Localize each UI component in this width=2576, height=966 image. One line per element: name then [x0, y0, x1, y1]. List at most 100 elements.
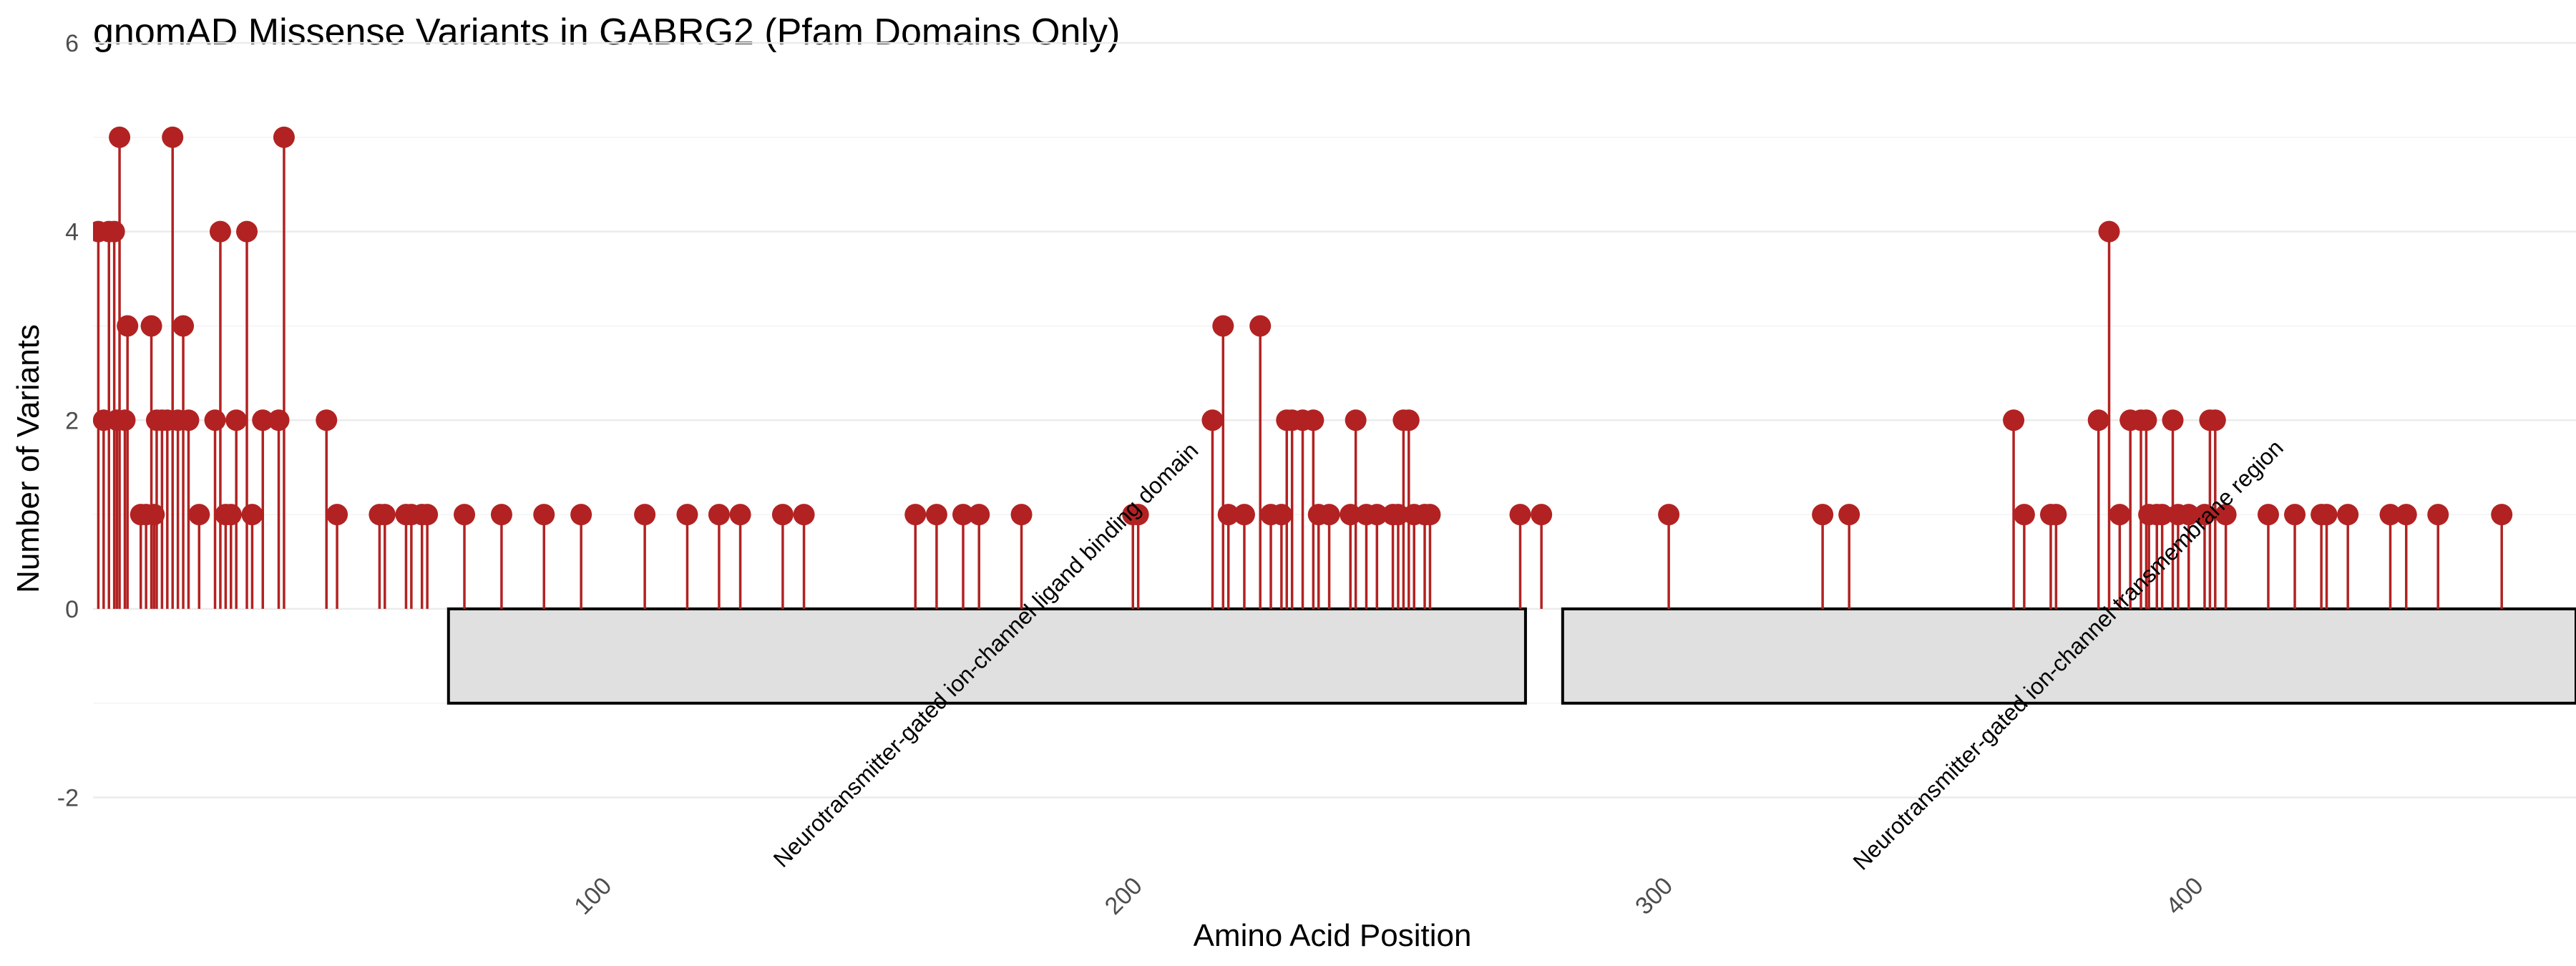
variant-point: [1318, 504, 1340, 526]
y-tick-label: 0: [65, 596, 79, 623]
variant-point: [209, 220, 231, 243]
variant-point: [1010, 504, 1033, 526]
variant-point: [2215, 504, 2237, 526]
variant-point: [533, 504, 555, 526]
variant-points: [93, 126, 2513, 526]
variant-point: [1838, 504, 1860, 526]
chart-title: gnomAD Missense Variants in GABRG2 (Pfam…: [93, 11, 1120, 53]
variant-point: [1302, 409, 1324, 431]
x-axis-title: Amino Acid Position: [1194, 918, 1472, 953]
variant-point: [416, 504, 439, 526]
variant-point: [2087, 409, 2109, 431]
variant-point: [1233, 504, 1255, 526]
variant-point: [2337, 504, 2359, 526]
variant-point: [204, 409, 226, 431]
variant-point: [968, 504, 990, 526]
variant-point: [1419, 504, 1441, 526]
variant-point: [2177, 504, 2200, 526]
variant-point: [1212, 315, 1234, 337]
domain-boxes: [447, 607, 2576, 705]
variant-point: [2193, 504, 2215, 526]
variant-stems: [97, 137, 2503, 609]
variant-point: [1217, 504, 1239, 526]
variant-point: [1127, 504, 1149, 526]
x-tick-label: 100: [569, 872, 617, 920]
variant-point: [771, 504, 794, 526]
variant-point: [1397, 409, 1420, 431]
variant-point: [2013, 504, 2035, 526]
variant-point: [2395, 504, 2417, 526]
variant-point: [1531, 504, 1553, 526]
x-axis-ticks: 100 200 300 400: [569, 872, 2208, 920]
variant-point: [1366, 504, 1388, 526]
variant-point: [2284, 504, 2306, 526]
variant-point: [188, 504, 210, 526]
variant-point: [1658, 504, 1680, 526]
variant-point: [904, 504, 927, 526]
variant-point: [570, 504, 592, 526]
variant-point: [2151, 504, 2173, 526]
variant-point: [2379, 504, 2401, 526]
variant-point: [273, 126, 295, 148]
variant-point: [1345, 409, 1367, 431]
variant-point: [454, 504, 476, 526]
variant-point: [1270, 504, 1292, 526]
variant-point: [103, 220, 125, 243]
variant-point: [220, 504, 242, 526]
variant-point: [1387, 504, 1409, 526]
domain-box: [1561, 607, 2576, 705]
variant-point: [177, 409, 200, 431]
x-tick-label: 200: [1100, 872, 1148, 920]
variant-point: [952, 504, 974, 526]
variant-point: [374, 504, 396, 526]
variant-point: [490, 504, 512, 526]
variant-point: [140, 315, 162, 337]
variant-point: [2098, 220, 2120, 243]
variant-point: [109, 126, 131, 148]
variant-point: [236, 220, 258, 243]
variant-point: [326, 504, 348, 526]
variant-point: [2135, 409, 2157, 431]
y-tick-label: 2: [65, 407, 79, 434]
variant-point: [634, 504, 656, 526]
variant-point: [793, 504, 815, 526]
variant-point: [2109, 504, 2131, 526]
x-tick-label: 400: [2161, 872, 2209, 920]
variant-point: [143, 504, 165, 526]
variant-point: [2204, 409, 2226, 431]
y-tick-label: 4: [65, 219, 79, 246]
variant-point: [1340, 504, 1362, 526]
variant-point: [252, 409, 274, 431]
variant-point: [316, 409, 338, 431]
variant-point: [117, 315, 139, 337]
variant-point: [1812, 504, 1834, 526]
variant-point: [2162, 409, 2184, 431]
variant-point: [2427, 504, 2449, 526]
x-tick-label: 300: [1630, 872, 1678, 920]
variant-point: [225, 409, 248, 431]
variant-point: [241, 504, 263, 526]
variant-point: [2316, 504, 2338, 526]
variant-point: [268, 409, 290, 431]
variant-point: [1509, 504, 1531, 526]
y-tick-label: -2: [57, 785, 79, 812]
variant-point: [2491, 504, 2513, 526]
variant-point: [162, 126, 184, 148]
y-tick-label: 6: [65, 30, 79, 57]
variant-point: [2003, 409, 2025, 431]
variant-point: [1249, 315, 1272, 337]
domain-box: [447, 607, 1527, 705]
variant-point: [708, 504, 730, 526]
y-axis-ticks: -2 0 2 4 6: [57, 30, 79, 812]
domain-labels: Neurotransmitter-gated ion-channel ligan…: [769, 434, 2288, 873]
variant-point: [1201, 409, 1224, 431]
variant-point: [172, 315, 195, 337]
y-axis-title: Number of Variants: [11, 324, 46, 593]
variant-point: [114, 409, 136, 431]
variant-point: [2045, 504, 2067, 526]
variant-point: [676, 504, 698, 526]
variant-point: [729, 504, 751, 526]
variant-point: [2257, 504, 2279, 526]
variant-point: [925, 504, 947, 526]
